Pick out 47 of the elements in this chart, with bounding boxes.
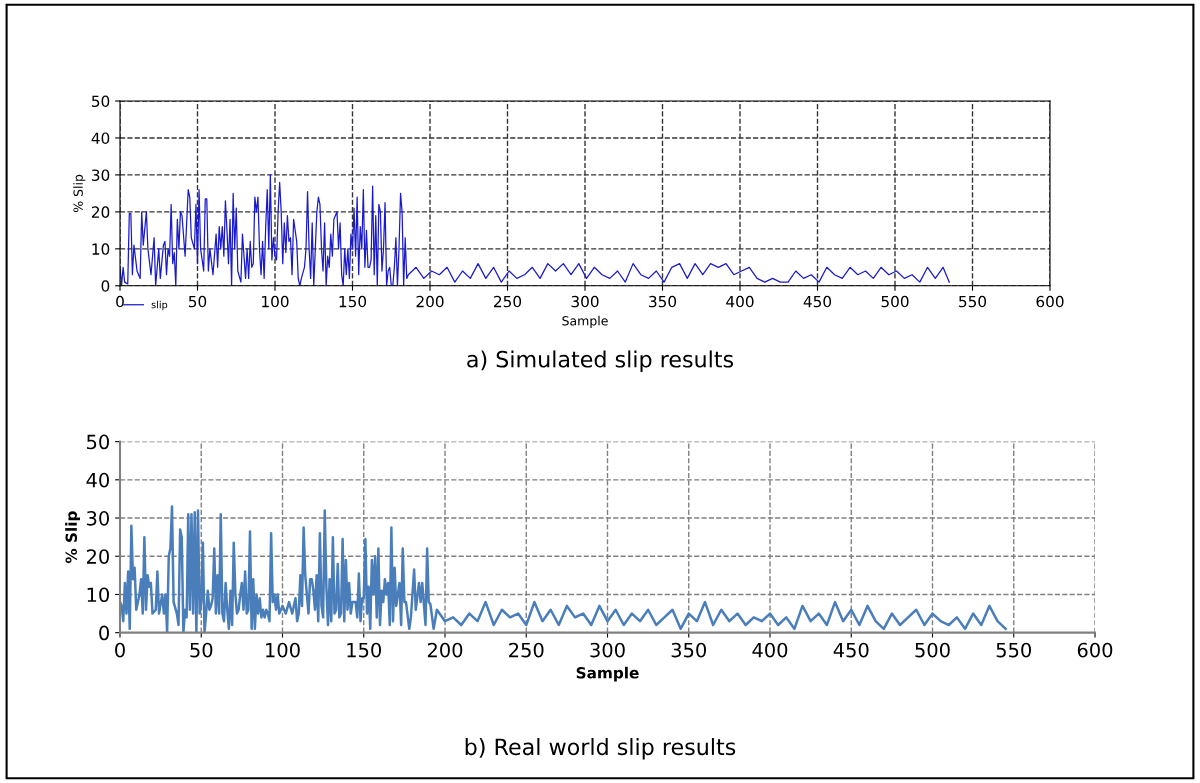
x-tick-label: 400 bbox=[752, 642, 788, 658]
x-tick-label: 50 bbox=[188, 295, 207, 308]
x-tick-label: 300 bbox=[571, 295, 599, 308]
x-tick-label: 550 bbox=[959, 295, 987, 308]
text: b) Real world slip results bbox=[465, 738, 736, 760]
line-series bbox=[120, 505, 1007, 633]
x-tick-label: 450 bbox=[833, 642, 869, 658]
y-tick-label: 50 bbox=[92, 95, 110, 108]
y-tick-label: 50 bbox=[87, 434, 109, 450]
y-tick-label: 40 bbox=[86, 472, 109, 488]
y-tick-label: 0 bbox=[99, 625, 109, 641]
x-tick-label: 250 bbox=[509, 642, 544, 658]
x-tick-label: 100 bbox=[262, 295, 289, 308]
x-tick-label: 600 bbox=[1077, 642, 1113, 658]
text: a) Simulated slip results bbox=[467, 350, 734, 372]
y-tick-label: 20 bbox=[91, 206, 110, 218]
x-tick-label: 0 bbox=[116, 295, 124, 308]
x-tick-label: 0 bbox=[115, 642, 125, 658]
x-tick-label: 400 bbox=[726, 295, 754, 308]
y-axis-title: % Slip bbox=[65, 511, 80, 564]
x-axis-title: Sample bbox=[562, 315, 608, 328]
x-tick-label: 500 bbox=[881, 295, 909, 308]
x-tick-label: 150 bbox=[347, 642, 382, 658]
x-tick-label: 200 bbox=[416, 295, 444, 308]
y-tick-label: 20 bbox=[86, 549, 109, 564]
y-tick-label: 30 bbox=[87, 510, 109, 526]
y-axis-title: % Slip bbox=[73, 174, 86, 213]
x-tick-label: 250 bbox=[494, 295, 522, 308]
x-tick-label: 450 bbox=[803, 295, 832, 308]
y-tick-label: 10 bbox=[87, 587, 109, 603]
y-tick-label: 10 bbox=[92, 243, 110, 255]
x-tick-label: 100 bbox=[266, 642, 300, 658]
x-tick-label: 350 bbox=[649, 295, 677, 308]
x-tick-label: 550 bbox=[996, 642, 1032, 658]
x-tick-label: 150 bbox=[339, 295, 367, 308]
line-series bbox=[120, 174, 950, 286]
x-tick-label: 200 bbox=[427, 642, 463, 658]
y-tick-label: 30 bbox=[92, 169, 110, 181]
x-tick-label: 350 bbox=[671, 642, 707, 658]
x-tick-label: 500 bbox=[915, 642, 950, 658]
legend-label: slip bbox=[151, 300, 168, 311]
x-axis-title: Sample bbox=[576, 666, 639, 682]
x-tick-label: 600 bbox=[1036, 295, 1064, 308]
y-tick-label: 0 bbox=[101, 280, 110, 292]
x-tick-label: 50 bbox=[190, 642, 213, 658]
y-tick-label: 40 bbox=[91, 132, 110, 144]
x-tick-label: 300 bbox=[590, 642, 625, 658]
